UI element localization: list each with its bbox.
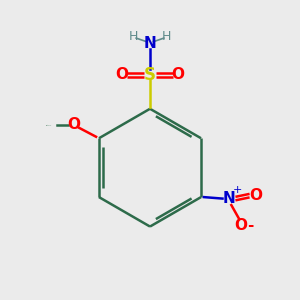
Text: O: O — [234, 218, 247, 232]
Text: O: O — [172, 68, 184, 82]
Text: methoxy: methoxy — [46, 124, 52, 126]
Text: H: H — [129, 30, 139, 43]
Text: +: + — [232, 185, 242, 195]
Text: N: N — [223, 191, 235, 206]
Text: -: - — [247, 218, 253, 232]
Text: H: H — [161, 30, 171, 43]
Text: O: O — [68, 118, 80, 133]
Text: N: N — [144, 37, 156, 52]
Text: S: S — [144, 66, 156, 84]
Text: O: O — [249, 188, 262, 203]
Text: O: O — [116, 68, 128, 82]
